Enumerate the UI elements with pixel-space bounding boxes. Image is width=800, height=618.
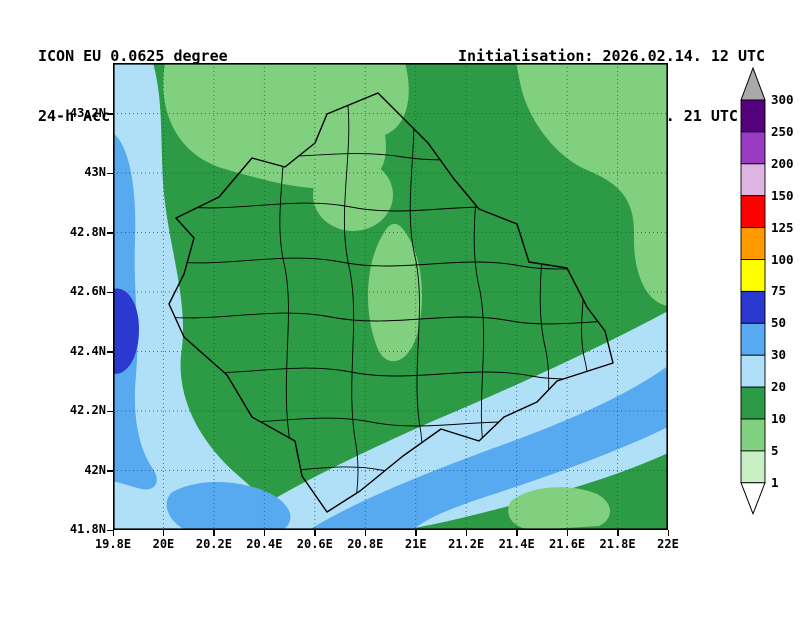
scale-label: 10 xyxy=(771,411,787,426)
y-tick-mark xyxy=(107,529,113,531)
scale-underflow-arrow xyxy=(740,482,766,516)
lat-lon-grid xyxy=(113,63,668,530)
scale-cell xyxy=(740,386,766,420)
y-tick-mark xyxy=(107,291,113,293)
x-tick-mark xyxy=(415,530,417,536)
precip-5-10mm-tongue-north xyxy=(313,159,393,231)
scale-cell xyxy=(740,354,766,388)
x-tick-label: 20.2E xyxy=(195,537,232,551)
precip-30-50mm-blob-southwest xyxy=(166,481,291,530)
y-tick-mark xyxy=(107,351,113,353)
scale-label: 5 xyxy=(771,442,779,458)
y-tick-mark xyxy=(107,232,113,234)
x-tick-label: 20E xyxy=(152,537,175,551)
precip-20-30mm-band-south xyxy=(225,311,668,530)
scale-cell xyxy=(740,322,766,356)
x-tick-mark xyxy=(162,530,165,536)
y-tick-label: 42.6N xyxy=(69,284,106,298)
x-tick-mark xyxy=(617,530,619,536)
y-tick-label: 43.2N xyxy=(69,105,106,120)
x-tick-mark xyxy=(314,530,316,536)
y-tick-label: 42N xyxy=(84,462,106,477)
scale-label: 150 xyxy=(771,187,794,203)
precip-color-scale xyxy=(740,67,766,516)
y-tick-label: 42.4N xyxy=(69,343,106,358)
scale-label: 75 xyxy=(771,283,787,299)
scale-cell xyxy=(740,195,766,229)
scale-cell xyxy=(740,227,766,260)
scale-label: 50 xyxy=(771,315,787,331)
scale-label: 20 xyxy=(771,379,787,395)
precip-5-10mm-patch-east xyxy=(516,63,668,306)
scale-cell xyxy=(740,290,766,324)
x-tick-label: 20.8E xyxy=(347,537,384,551)
scale-label: 200 xyxy=(771,155,794,171)
y-tick-mark xyxy=(107,410,113,412)
municipality-border-line xyxy=(169,312,613,325)
scale-cell xyxy=(740,418,766,452)
scale-label: 250 xyxy=(771,123,794,139)
x-tick-label: 21E xyxy=(404,537,427,551)
x-tick-mark xyxy=(566,530,569,536)
y-tick-label: 43N xyxy=(84,165,106,179)
scale-cell xyxy=(740,131,766,165)
x-tick-label: 20.4E xyxy=(246,537,283,551)
x-tick-label: 21.6E xyxy=(549,537,586,551)
x-tick-mark xyxy=(667,530,669,536)
scale-cell xyxy=(740,99,766,133)
scale-label: 100 xyxy=(771,251,794,267)
x-tick-label: 21.8E xyxy=(599,537,636,551)
x-tick-mark xyxy=(516,530,518,536)
precip-20-30mm-band-west xyxy=(113,63,277,530)
scale-label: 300 xyxy=(771,92,794,107)
precip-50-75mm-maximum-west xyxy=(113,288,139,374)
x-tick-mark xyxy=(364,530,367,536)
precipitation-map xyxy=(113,63,668,530)
x-tick-label: 21.4E xyxy=(498,537,535,551)
precip-5-10mm-strip-center xyxy=(367,223,423,362)
x-tick-label: 22E xyxy=(657,537,679,551)
y-tick-mark xyxy=(107,172,113,174)
y-tick-label: 41.8N xyxy=(69,522,106,536)
scale-cell xyxy=(740,259,766,292)
x-tick-label: 19.8E xyxy=(94,537,132,551)
model-title: ICON EU 0.0625 degree xyxy=(38,47,228,65)
map-frame xyxy=(113,63,668,530)
y-tick-mark xyxy=(107,113,113,115)
precip-5-10mm-patch-southeast xyxy=(508,487,611,530)
y-tick-label: 42.2N xyxy=(69,403,106,417)
precip-30-50mm-core-south xyxy=(309,366,668,530)
x-tick-mark xyxy=(263,530,266,536)
x-tick-label: 21.2E xyxy=(448,537,485,551)
initialisation-time: Initialisation: 2026.02.14. 12 UTC xyxy=(458,47,766,65)
scale-cell xyxy=(740,450,766,484)
scale-label: 1 xyxy=(771,474,779,490)
x-tick-mark xyxy=(213,530,215,536)
scale-cell xyxy=(740,163,766,197)
scale-overflow-arrow xyxy=(740,67,766,101)
municipality-border-line xyxy=(343,93,359,512)
x-tick-mark xyxy=(465,530,468,536)
y-tick-label: 42.8N xyxy=(69,224,106,239)
scale-label: 30 xyxy=(771,347,787,363)
y-tick-mark xyxy=(107,470,113,472)
kosovo-border xyxy=(168,92,614,513)
x-tick-mark xyxy=(112,530,114,536)
scale-label: 125 xyxy=(771,219,794,235)
x-tick-label: 20.6E xyxy=(296,537,333,551)
